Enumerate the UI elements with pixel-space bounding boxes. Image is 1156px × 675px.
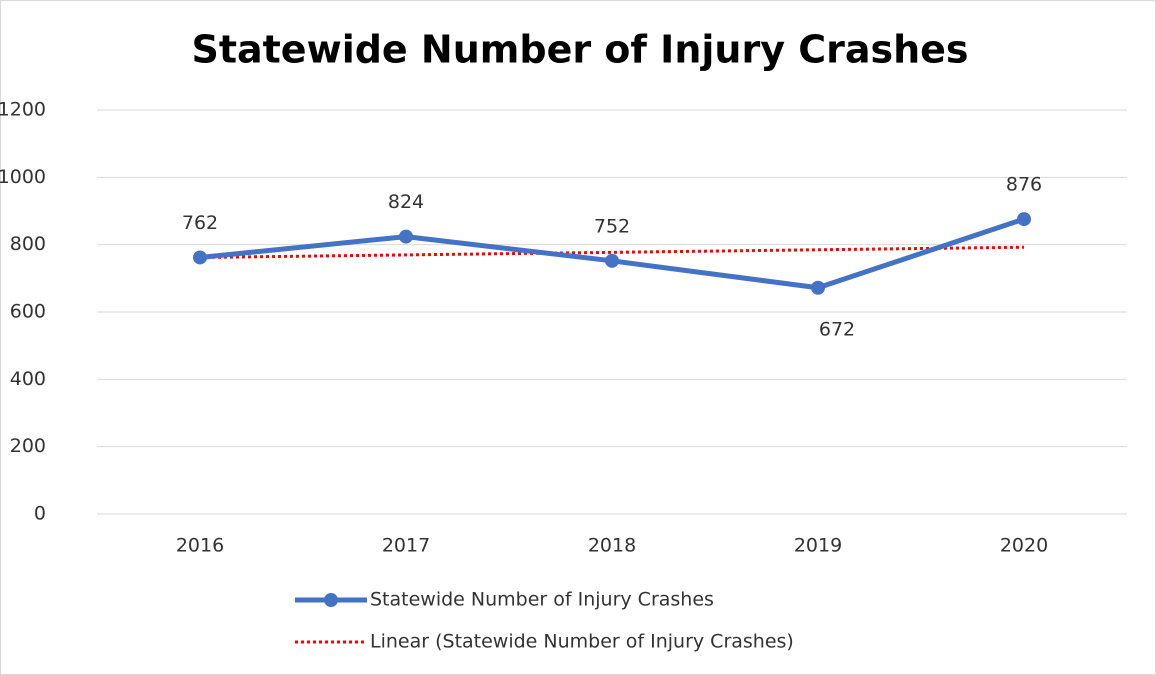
data-label: 876 xyxy=(1006,174,1042,196)
data-point xyxy=(605,253,619,268)
x-tick-label: 2019 xyxy=(794,535,842,557)
x-tick-label: 2017 xyxy=(382,535,430,557)
data-label: 762 xyxy=(182,212,218,234)
y-tick-label: 0 xyxy=(34,503,46,525)
y-tick-label: 600 xyxy=(10,301,46,323)
data-point xyxy=(811,280,825,295)
y-tick-label: 400 xyxy=(10,368,46,390)
legend-label: Statewide Number of Injury Crashes xyxy=(370,589,714,611)
data-label: 672 xyxy=(819,318,855,340)
trend-line xyxy=(199,245,1025,259)
y-tick-label: 800 xyxy=(10,233,46,255)
x-tick-label: 2020 xyxy=(1000,535,1048,557)
data-label: 824 xyxy=(388,191,424,213)
x-tick-label: 2018 xyxy=(588,535,636,557)
data-point xyxy=(193,250,207,265)
y-tick-label: 1000 xyxy=(0,166,46,188)
x-tick-label: 2016 xyxy=(176,535,224,557)
legend-marker xyxy=(324,593,338,607)
chart-title: Statewide Number of Injury Crashes xyxy=(191,28,968,72)
y-tick-label: 200 xyxy=(10,435,46,457)
data-point xyxy=(399,229,413,244)
legend-label: Linear (Statewide Number of Injury Crash… xyxy=(370,631,794,653)
data-label: 752 xyxy=(594,215,630,237)
data-point xyxy=(1017,212,1031,227)
y-tick-label: 1200 xyxy=(0,99,46,121)
